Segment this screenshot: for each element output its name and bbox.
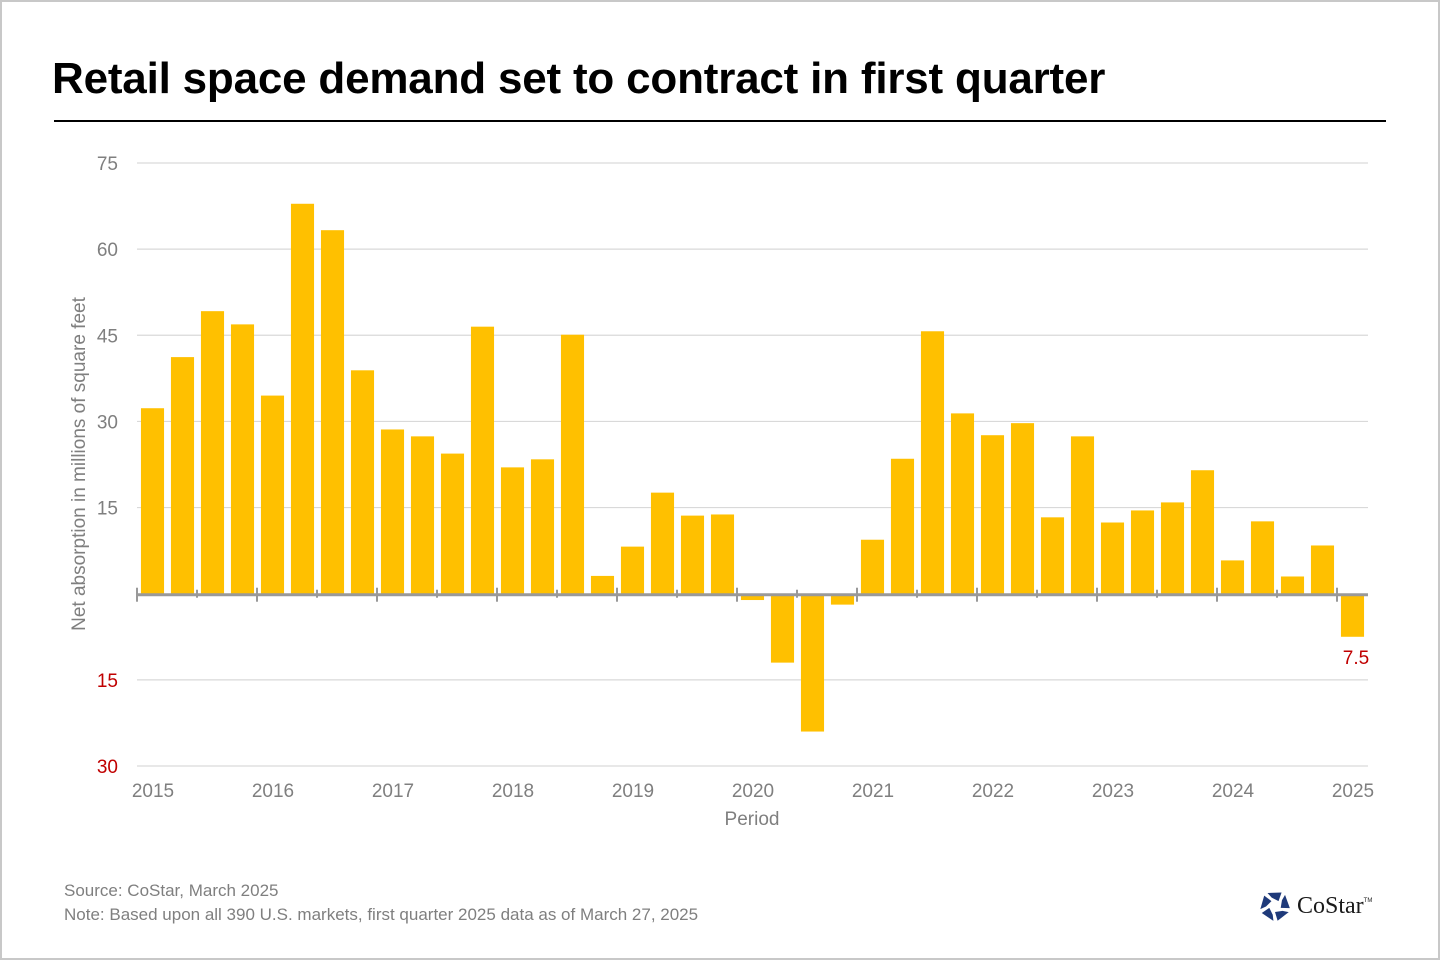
bar [470, 326, 495, 594]
bar [290, 203, 315, 594]
y-tick-label: 30 [97, 412, 118, 433]
y-tick-label: 75 [97, 154, 118, 175]
bar [1100, 522, 1125, 594]
x-tick-label: 2022 [972, 781, 1014, 802]
source-note: Source: CoStar, March 2025 [64, 881, 279, 900]
bar [380, 429, 405, 594]
x-tick-label: 2019 [612, 781, 654, 802]
bar [560, 334, 585, 594]
bar [710, 514, 735, 594]
bar [260, 395, 285, 594]
logo-segment [1280, 894, 1290, 909]
x-tick-label: 2016 [252, 781, 294, 802]
bar [350, 370, 375, 594]
bar [680, 515, 705, 594]
bar [800, 593, 825, 732]
bar [1340, 593, 1365, 637]
logo-wordmark: CoStar [1297, 892, 1364, 919]
bar [860, 539, 885, 594]
bar [1070, 436, 1095, 594]
y-tick-label: 15 [97, 671, 118, 692]
y-tick-label: 15 [97, 499, 118, 520]
bar [980, 435, 1005, 594]
x-axis [136, 587, 1368, 602]
bar [140, 408, 165, 594]
bar [740, 593, 765, 601]
logo-trademark: TM [1363, 898, 1373, 904]
bar [170, 357, 195, 594]
bar [920, 331, 945, 594]
bar [530, 459, 555, 594]
title-divider [54, 120, 1386, 122]
bar [1040, 517, 1065, 594]
footnote: Note: Based upon all 390 U.S. markets, f… [64, 905, 699, 924]
bar [1220, 560, 1245, 594]
bar [950, 413, 975, 594]
x-tick-label: 2017 [372, 781, 414, 802]
x-axis-label: Period [724, 809, 780, 830]
bar [650, 492, 675, 594]
bar [1250, 521, 1275, 594]
bar [200, 311, 225, 594]
x-tick-label: 2025 [1332, 781, 1374, 802]
bar [230, 324, 255, 594]
bar [1310, 545, 1335, 594]
x-tick-label: 2015 [132, 781, 174, 802]
x-tick-label: 2021 [852, 781, 894, 802]
bar [890, 458, 915, 594]
bar [440, 453, 465, 594]
bar [590, 575, 615, 594]
bar [410, 436, 435, 594]
logo-segment [1260, 895, 1272, 910]
bar [1190, 470, 1215, 594]
y-tick-label: 30 [97, 757, 118, 778]
x-tick-labels: 2015 2016 2017 2018 2019 2020 2021 2022 2023 2024… [132, 781, 1374, 802]
bar [830, 593, 855, 605]
annotations: 7.5 [1343, 648, 1369, 669]
logo-segment [1267, 892, 1282, 902]
chart-title: Retail space demand set to contract in f… [52, 54, 1106, 103]
y-tick-labels: 75 60 45 30 15 15 30 [97, 154, 118, 778]
x-tick-label: 2024 [1212, 781, 1255, 802]
x-tick-label: 2023 [1092, 781, 1134, 802]
y-tick-label: 45 [97, 326, 118, 347]
bar [320, 230, 345, 594]
x-tick-label: 2020 [732, 781, 774, 802]
y-axis-label: Net absorption in millions of square fee… [69, 297, 90, 631]
data-label: 7.5 [1343, 648, 1369, 669]
bar [770, 593, 795, 663]
x-tick-label: 2018 [492, 781, 534, 802]
bar [500, 467, 525, 594]
y-tick-label: 60 [97, 240, 118, 261]
bar [1010, 423, 1035, 594]
bar [1130, 510, 1155, 594]
costar-logo: CoStar TM [1259, 890, 1372, 922]
bar [620, 546, 645, 594]
bar [1160, 502, 1185, 594]
logo-segment [1275, 910, 1289, 921]
costar-logo-icon [1260, 892, 1290, 921]
bar [1280, 576, 1305, 594]
logo-segment [1261, 907, 1274, 921]
bars [140, 203, 1365, 732]
